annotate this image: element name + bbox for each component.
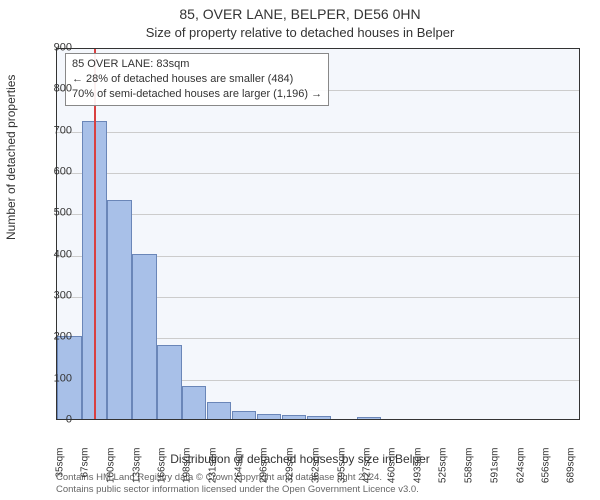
x-tick-label: 329sqm (284, 448, 295, 488)
y-tick-label: 900 (54, 43, 72, 54)
histogram-bar (307, 416, 331, 419)
y-tick-label: 200 (54, 332, 72, 343)
annotation-line2: ← 28% of detached houses are smaller (48… (72, 72, 322, 87)
y-tick-label: 400 (54, 249, 72, 260)
x-tick-label: 166sqm (157, 448, 168, 488)
x-tick-label: 231sqm (208, 448, 219, 488)
x-tick-label: 689sqm (566, 448, 577, 488)
chart-title: 85, OVER LANE, BELPER, DE56 0HN (0, 6, 600, 22)
x-tick-label: 460sqm (387, 448, 398, 488)
x-tick-label: 395sqm (336, 448, 347, 488)
y-tick-label: 100 (54, 373, 72, 384)
histogram-bar (207, 402, 231, 419)
histogram-bar (232, 411, 256, 419)
x-tick-label: 296sqm (259, 448, 270, 488)
x-tick-label: 624sqm (515, 448, 526, 488)
x-tick-label: 133sqm (131, 448, 142, 488)
gridline (57, 132, 579, 133)
x-tick-label: 67sqm (80, 448, 91, 488)
histogram-bar (132, 254, 156, 419)
x-tick-label: 100sqm (105, 448, 116, 488)
histogram-bar (182, 386, 206, 419)
y-axis-label: Number of detached properties (4, 75, 18, 240)
x-tick-label: 427sqm (361, 448, 372, 488)
plot-area: 85 OVER LANE: 83sqm← 28% of detached hou… (56, 48, 580, 420)
y-tick-label: 600 (54, 167, 72, 178)
gridline (57, 214, 579, 215)
y-tick-label: 0 (66, 415, 72, 426)
histogram-bar (357, 417, 381, 419)
histogram-bar (157, 345, 181, 419)
histogram-bar (282, 415, 306, 419)
y-tick-label: 500 (54, 208, 72, 219)
chart-subtitle: Size of property relative to detached ho… (0, 25, 600, 40)
annotation-box: 85 OVER LANE: 83sqm← 28% of detached hou… (65, 53, 329, 106)
x-tick-label: 198sqm (182, 448, 193, 488)
y-tick-label: 300 (54, 291, 72, 302)
x-tick-label: 591sqm (489, 448, 500, 488)
gridline (57, 173, 579, 174)
x-tick-label: 558sqm (464, 448, 475, 488)
x-tick-label: 525sqm (438, 448, 449, 488)
annotation-line3: 70% of semi-detached houses are larger (… (72, 87, 322, 102)
y-tick-label: 800 (54, 84, 72, 95)
x-tick-label: 362sqm (310, 448, 321, 488)
annotation-line1: 85 OVER LANE: 83sqm (72, 57, 322, 72)
histogram-bar (107, 200, 131, 419)
histogram-bar (257, 414, 281, 419)
x-tick-label: 35sqm (55, 448, 66, 488)
x-tick-label: 264sqm (234, 448, 245, 488)
x-tick-label: 656sqm (540, 448, 551, 488)
x-tick-label: 493sqm (413, 448, 424, 488)
y-tick-label: 700 (54, 125, 72, 136)
